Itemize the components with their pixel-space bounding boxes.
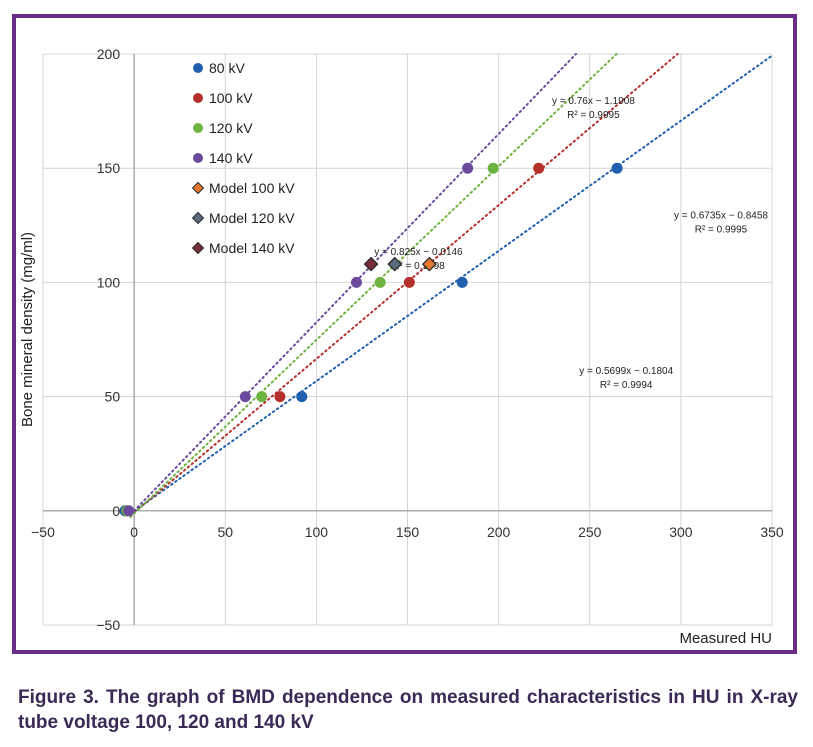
- figure-caption: Figure 3. The graph of BMD dependence on…: [18, 687, 798, 733]
- data-point: [487, 162, 499, 174]
- x-tick-label: 50: [217, 524, 233, 540]
- data-point: [350, 276, 362, 288]
- y-axis-label: Bone mineral density (mg/ml): [19, 232, 36, 427]
- x-tick-label: −50: [31, 524, 55, 540]
- data-point: [462, 162, 474, 174]
- trendline-equation: y = 0.5699x − 0.1804: [579, 366, 673, 377]
- y-tick-label: 50: [105, 389, 121, 405]
- legend-marker: [191, 241, 205, 255]
- y-tick-label: 150: [97, 160, 121, 176]
- data-point: [256, 391, 268, 403]
- chart-frame: [12, 14, 797, 654]
- data-point: [403, 276, 415, 288]
- x-tick-label: 0: [130, 524, 138, 540]
- legend-label: Model 100 kV: [209, 180, 295, 196]
- y-tick-label: 0: [112, 503, 120, 519]
- legend-label: 100 kV: [209, 90, 253, 106]
- trendline-r-squared: R² = 0.9995: [567, 110, 620, 121]
- y-tick-label: 200: [97, 46, 121, 62]
- trendline: [129, 53, 679, 517]
- legend-marker: [193, 63, 203, 73]
- data-point: [533, 162, 545, 174]
- legend-marker: [191, 181, 205, 195]
- trendline-r-squared: R² = 0.9998: [392, 261, 445, 272]
- y-tick-label: 100: [97, 274, 121, 290]
- model-data-point: [363, 256, 379, 272]
- x-tick-label: 350: [760, 524, 784, 540]
- legend-label: Model 140 kV: [209, 240, 295, 256]
- trendline-r-squared: R² = 0.9995: [695, 224, 748, 235]
- data-point: [296, 391, 308, 403]
- trendline: [129, 53, 618, 518]
- legend-marker: [191, 211, 205, 225]
- legend-marker: [193, 93, 203, 103]
- trendline: [129, 54, 773, 515]
- model-data-point: [387, 256, 403, 272]
- data-point: [274, 391, 286, 403]
- bmd-scatter-chart: −50 0 50 100 150 200 250 300 350 −50 0 50 100 150 200 M…: [19, 46, 784, 647]
- x-tick-label: 200: [487, 524, 511, 540]
- data-point: [239, 391, 251, 403]
- legend-label: 140 kV: [209, 150, 253, 166]
- x-tick-label: 150: [396, 524, 420, 540]
- data-point: [374, 276, 386, 288]
- x-tick-label: 100: [305, 524, 329, 540]
- y-tick-label: −50: [96, 617, 120, 633]
- x-axis-label: Measured HU: [679, 630, 772, 647]
- data-point: [456, 276, 468, 288]
- model-data-point: [421, 256, 437, 272]
- x-tick-label: 250: [578, 524, 602, 540]
- legend-marker: [193, 123, 203, 133]
- trendline-r-squared: R² = 0.9994: [600, 380, 653, 391]
- legend-marker: [193, 153, 203, 163]
- x-tick-label: 300: [669, 524, 693, 540]
- legend-label: Model 120 kV: [209, 210, 295, 226]
- trendline-equation: y = 0.825x − 0.0146: [374, 247, 463, 258]
- legend-label: 80 kV: [209, 60, 245, 76]
- trendline-equation: y = 0.76x − 1.1908: [552, 96, 635, 107]
- trendline-equation: y = 0.6735x − 0.8458: [674, 210, 768, 221]
- data-point: [123, 505, 135, 517]
- data-point: [611, 162, 623, 174]
- legend-label: 120 kV: [209, 120, 253, 136]
